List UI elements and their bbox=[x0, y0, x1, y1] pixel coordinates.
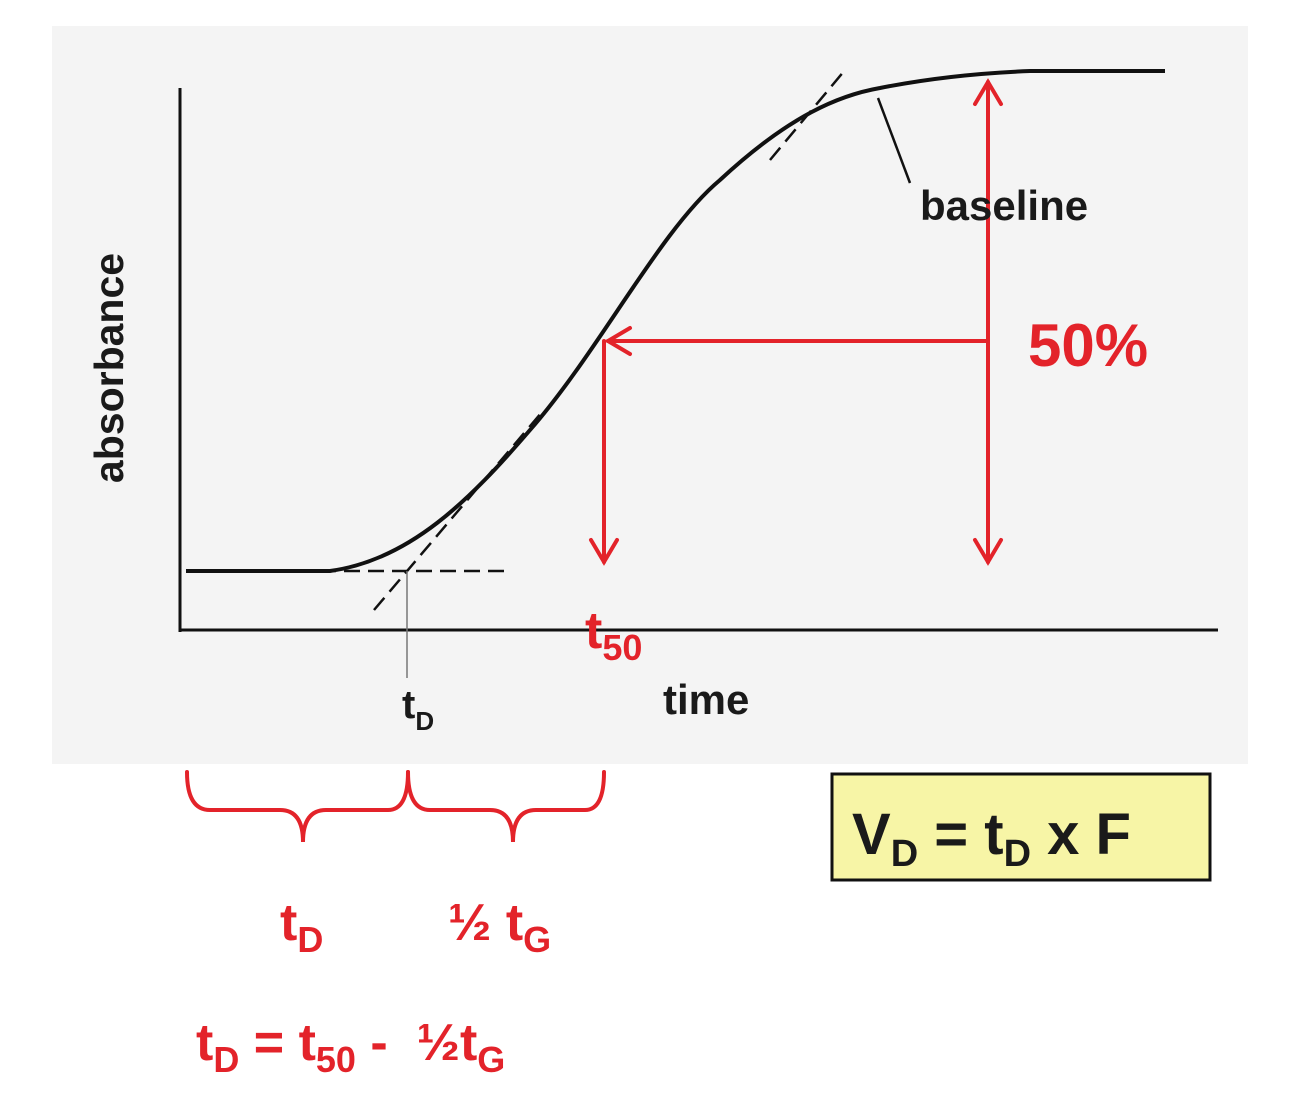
bracket-half-tg-label: ½ tG bbox=[448, 894, 551, 960]
baseline-pointer-line bbox=[876, 97, 912, 184]
brackets bbox=[185, 770, 606, 843]
td-bracket bbox=[185, 770, 410, 843]
td-axis-label-base: t bbox=[402, 683, 415, 727]
td-axis-label-sub: D bbox=[415, 706, 434, 736]
formula-text: VD = tD x F bbox=[852, 802, 1131, 875]
formula-t-sub: D bbox=[1004, 833, 1031, 875]
t50-label-base: t bbox=[585, 602, 602, 660]
formula-v: V bbox=[852, 802, 891, 867]
fifty-percent-label: 50% bbox=[1028, 312, 1148, 379]
formula-end: x F bbox=[1031, 802, 1131, 867]
eq-g-sub: G bbox=[477, 1039, 505, 1080]
plot-panel bbox=[52, 26, 1248, 764]
eq-lhs-base: t bbox=[196, 1014, 213, 1072]
t50-label-sub: 50 bbox=[602, 627, 642, 668]
x-axis-label: time bbox=[663, 676, 749, 723]
bracket-half-tg-prefix: ½ t bbox=[448, 894, 523, 952]
bracket-half-tg-sub: G bbox=[523, 919, 551, 960]
eq-t50-sub: 50 bbox=[316, 1039, 356, 1080]
bracket-td-sub: D bbox=[297, 919, 323, 960]
y-axis-label: absorbance bbox=[86, 253, 132, 483]
formula-mid: = t bbox=[918, 802, 1003, 867]
td-axis-label: tD bbox=[402, 683, 434, 736]
t50-drop-arrow-head bbox=[589, 538, 619, 566]
bracket-td-base: t bbox=[280, 894, 297, 952]
td-equation: tD = t50 - ½tG bbox=[196, 1014, 505, 1080]
full-range-arrow-bottom-head bbox=[973, 538, 1003, 566]
full-range-arrow-top-head bbox=[973, 78, 1003, 106]
eq-equals-t: = t bbox=[239, 1014, 316, 1072]
sigmoid-curve bbox=[186, 69, 1165, 573]
eq-lhs-sub: D bbox=[213, 1039, 239, 1080]
fifty-percent-arrow-head bbox=[604, 326, 632, 356]
half-tg-bracket bbox=[406, 770, 606, 843]
bracket-td-label: tD bbox=[280, 894, 323, 960]
eq-minus-half-t: - ½t bbox=[356, 1014, 477, 1072]
percent-arrows bbox=[589, 78, 1003, 566]
t50-label: t50 bbox=[585, 602, 642, 668]
baseline-label: baseline bbox=[920, 182, 1088, 229]
formula-box bbox=[830, 772, 1212, 882]
inflection-tangent-dashed-line bbox=[373, 411, 543, 611]
formula-v-sub: D bbox=[891, 833, 918, 875]
